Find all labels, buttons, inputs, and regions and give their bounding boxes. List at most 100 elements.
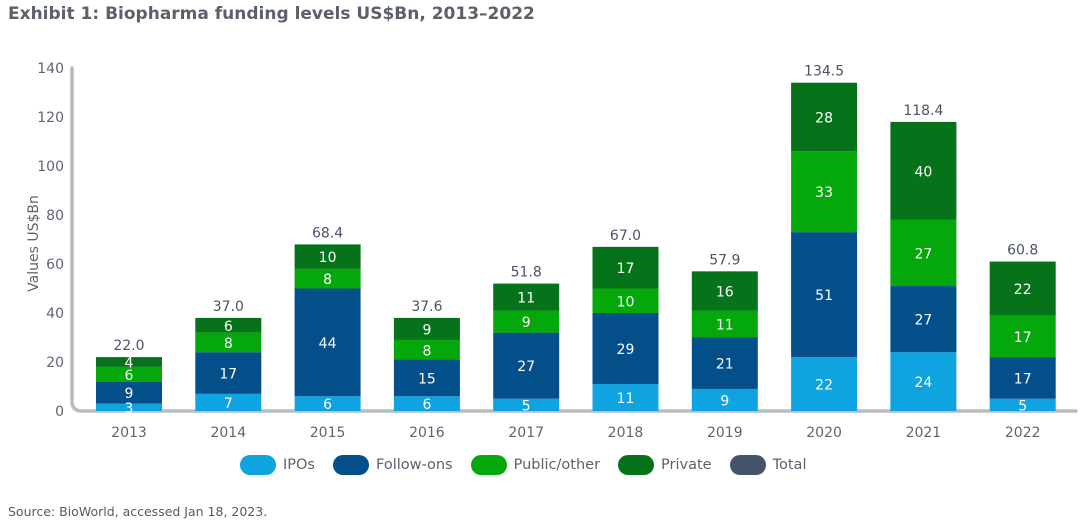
x-tick-label: 2019 — [707, 425, 743, 441]
source-note: Source: BioWorld, accessed Jan 18, 2023. — [8, 504, 268, 519]
legend-swatch — [618, 455, 655, 475]
y-tick-label: 140 — [37, 61, 64, 77]
bar-segment-private — [294, 244, 361, 269]
y-tick-label: 100 — [37, 159, 64, 175]
legend-label: Public/other — [513, 457, 601, 473]
segment-value-label: 22 — [1014, 282, 1032, 298]
bar-segment-public-other — [195, 332, 262, 353]
bars — [96, 82, 1056, 411]
legend-item-total[interactable]: Total — [729, 455, 807, 475]
legend-item-private[interactable]: Private — [618, 455, 712, 475]
segment-value-label: 9 — [422, 322, 431, 338]
segment-value-label: 10 — [319, 250, 337, 266]
total-value-label: 22.0 — [113, 338, 144, 354]
segment-value-label: 17 — [617, 261, 635, 277]
bar-segment-private — [691, 271, 758, 311]
x-tick-label: 2021 — [906, 425, 942, 441]
y-tick-label: 40 — [46, 306, 64, 322]
x-tick-label: 2018 — [608, 425, 644, 441]
total-value-label: 51.8 — [511, 265, 542, 281]
bar-segment-follow-ons — [96, 381, 162, 404]
legend-item-ipos[interactable]: IPOs — [240, 455, 315, 475]
x-tick-label: 2015 — [310, 425, 346, 441]
bar-segment-follow-ons — [890, 286, 957, 353]
bar-group-2013 — [96, 357, 162, 411]
bar-segment-ipos — [96, 403, 162, 411]
bar-segment-private — [592, 246, 659, 289]
bar-group-2018 — [592, 246, 659, 411]
bar-group-2015 — [294, 244, 361, 411]
segment-value-label: 17 — [1014, 371, 1032, 387]
total-value-label: 67.0 — [610, 228, 641, 244]
bar-segment-public-other — [890, 219, 957, 287]
legend-label: Total — [772, 457, 807, 473]
y-tick-label: 80 — [46, 208, 64, 224]
bar-group-2017 — [493, 283, 560, 411]
x-axis: 2013 2014 2015 2016 2017 2018 2019 2020 2021 2022 — [111, 425, 1040, 441]
y-tick-label: 0 — [55, 404, 64, 420]
segment-value-label: 4 — [125, 356, 134, 372]
segment-value-label: 17 — [219, 367, 237, 383]
bar-segment-private — [493, 283, 560, 311]
bar-segment-ipos — [493, 398, 560, 411]
segment-value-label: 7 — [224, 396, 233, 412]
x-tick-label: 2016 — [409, 425, 445, 441]
total-value-label: 57.9 — [709, 252, 740, 268]
segment-value-label: 24 — [914, 375, 932, 391]
segment-value-label: 15 — [418, 371, 436, 387]
segment-value-label: 21 — [716, 357, 734, 373]
bar-segment-ipos — [989, 398, 1056, 411]
bar-segment-follow-ons — [989, 357, 1056, 399]
legend-item-follow-ons[interactable]: Follow-ons — [333, 455, 453, 475]
bar-segment-public-other — [989, 315, 1056, 358]
legend-swatch — [333, 455, 369, 475]
total-value-label: 60.8 — [1007, 243, 1038, 259]
segment-value-label: 27 — [914, 313, 932, 329]
bar-segment-private — [791, 82, 858, 152]
bar-segment-private — [96, 357, 162, 367]
bar-segment-ipos — [294, 396, 361, 411]
data-labels: 396422.07178637.064481068.46158937.65279… — [113, 64, 1038, 417]
x-tick-label: 2020 — [806, 425, 842, 441]
legend-label: Private — [661, 457, 712, 473]
legend-swatch — [240, 455, 276, 475]
segment-value-label: 28 — [815, 111, 833, 127]
segment-value-label: 9 — [522, 315, 531, 331]
bar-segment-follow-ons — [791, 232, 858, 358]
bar-segment-follow-ons — [592, 313, 659, 385]
legend-label: Follow-ons — [376, 457, 453, 473]
bar-segment-private — [393, 317, 460, 340]
segment-value-label: 17 — [1014, 330, 1032, 346]
bar-segment-ipos — [791, 357, 858, 411]
bar-segment-follow-ons — [393, 359, 460, 397]
legend-item-public-other[interactable]: Public/other — [470, 455, 601, 475]
axis-line — [70, 66, 1078, 413]
legend-label: IPOs — [283, 457, 315, 473]
bar-segment-private — [989, 261, 1056, 316]
segment-value-label: 8 — [323, 272, 332, 288]
bar-segment-public-other — [592, 288, 659, 313]
segment-value-label: 44 — [319, 336, 337, 352]
legend-swatch — [729, 455, 766, 475]
bar-segment-public-other — [493, 310, 560, 333]
bar-segment-public-other — [393, 339, 460, 360]
bar-segment-ipos — [890, 352, 957, 411]
segment-value-label: 16 — [716, 284, 734, 300]
segment-value-label: 11 — [517, 291, 535, 307]
bar-segment-public-other — [96, 366, 162, 382]
segment-value-label: 6 — [224, 319, 233, 335]
segment-value-label: 5 — [1018, 398, 1027, 414]
segment-value-label: 27 — [914, 246, 932, 262]
bar-segment-ipos — [393, 396, 460, 411]
segment-value-label: 11 — [617, 391, 635, 407]
segment-value-label: 6 — [323, 397, 332, 413]
y-tick-label: 20 — [46, 355, 64, 371]
segment-value-label: 33 — [815, 185, 833, 201]
bar-segment-public-other — [294, 268, 361, 289]
legend-swatch — [470, 455, 507, 475]
x-tick-label: 2017 — [508, 425, 544, 441]
y-axis-label: Values US$Bn — [26, 195, 42, 292]
total-value-label: 37.0 — [213, 299, 244, 315]
bar-group-2014 — [195, 317, 262, 411]
